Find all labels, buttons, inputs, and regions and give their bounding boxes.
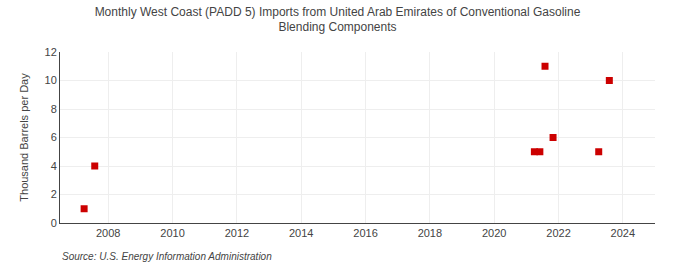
svg-text:Monthly West Coast (PADD 5) Im: Monthly West Coast (PADD 5) Imports from…	[95, 5, 581, 35]
svg-text:2022: 2022	[546, 227, 570, 239]
svg-text:10: 10	[45, 74, 57, 86]
svg-text:2014: 2014	[289, 227, 313, 239]
svg-text:4: 4	[51, 160, 57, 172]
svg-text:8: 8	[51, 103, 57, 115]
svg-text:2016: 2016	[353, 227, 377, 239]
svg-text:2012: 2012	[225, 227, 249, 239]
svg-text:Source: U.S. Energy Informatio: Source: U.S. Energy Information Administ…	[62, 251, 272, 262]
svg-text:6: 6	[51, 131, 57, 143]
svg-text:Thousand Barrels per Day: Thousand Barrels per Day	[18, 73, 30, 202]
svg-text:12: 12	[45, 46, 57, 58]
svg-text:2: 2	[51, 188, 57, 200]
svg-text:2020: 2020	[482, 227, 506, 239]
svg-text:0: 0	[51, 217, 57, 229]
svg-text:2008: 2008	[96, 227, 120, 239]
svg-text:2024: 2024	[611, 227, 635, 239]
svg-text:2018: 2018	[418, 227, 442, 239]
svg-text:2010: 2010	[160, 227, 184, 239]
